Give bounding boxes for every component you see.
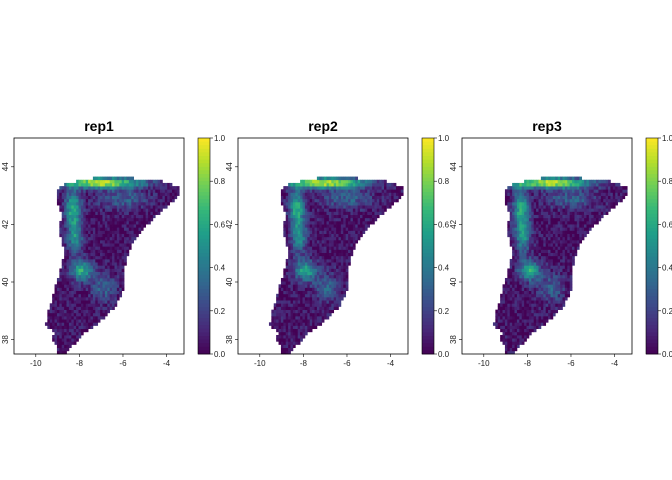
legend-tick-label: 0.6 (662, 220, 672, 229)
y-tick-label: 44 (225, 162, 234, 171)
panel-title: rep1 (84, 118, 114, 134)
x-tick-label: -6 (343, 359, 351, 368)
colorbar-legend: 0.0 0.2 0.4 0.6 0.8 1.0 (421, 134, 450, 359)
legend-tick-label: 0.8 (438, 177, 450, 186)
legend-tick-label: 0.2 (438, 307, 450, 316)
legend-tick-label: 0.8 (662, 177, 672, 186)
suitability-raster (268, 176, 404, 355)
map-panel-rep1: rep1 -10 -8 -6 -4 38 40 42 44 0.0 0.2 0.4 0.6 0.8 1.0 (1, 118, 226, 368)
x-tick-label: -8 (524, 359, 532, 368)
panel-frame (461, 137, 633, 355)
y-tick-label: 42 (449, 219, 458, 228)
y-tick-label: 38 (449, 335, 458, 344)
x-tick-label: -10 (478, 359, 490, 368)
y-tick-label: 40 (1, 277, 10, 286)
legend-tick-label: 1.0 (438, 134, 450, 143)
y-tick-label: 44 (449, 162, 458, 171)
x-tick-label: -8 (76, 359, 84, 368)
y-tick-label: 44 (1, 162, 10, 171)
map-panel-rep3: rep3 -10 -8 -6 -4 38 40 42 44 0.0 0.2 0.4 0.6 0.8 1.0 (449, 118, 672, 368)
x-tick-label: -8 (300, 359, 308, 368)
y-tick-label: 40 (225, 277, 234, 286)
colorbar-legend: 0.0 0.2 0.4 0.6 0.8 1.0 (197, 134, 226, 359)
panel-title: rep2 (308, 118, 338, 134)
legend-tick-label: 0.0 (438, 350, 450, 359)
y-tick-label: 42 (1, 219, 10, 228)
legend-tick-label: 0.0 (214, 350, 226, 359)
legend-tick-label: 0.8 (214, 177, 226, 186)
legend-tick-label: 0.2 (214, 307, 226, 316)
x-tick-label: -4 (611, 359, 619, 368)
x-tick-label: -4 (387, 359, 395, 368)
y-tick-label: 38 (1, 335, 10, 344)
y-tick-label: 42 (225, 219, 234, 228)
x-tick-label: -10 (254, 359, 266, 368)
legend-tick-label: 1.0 (662, 134, 672, 143)
suitability-raster (44, 176, 180, 355)
y-tick-label: 38 (225, 335, 234, 344)
legend-tick-label: 0.4 (438, 264, 450, 273)
legend-tick-label: 0.0 (662, 350, 672, 359)
x-tick-label: -10 (30, 359, 42, 368)
y-tick-label: 40 (449, 277, 458, 286)
legend-tick-label: 0.4 (662, 264, 672, 273)
x-tick-label: -6 (567, 359, 575, 368)
panel-title: rep3 (532, 118, 562, 134)
map-panel-rep2: rep2 -10 -8 -6 -4 38 40 42 44 0.0 0.2 0.4 0.6 0.8 1.0 (225, 118, 450, 368)
legend-tick-label: 0.4 (214, 264, 226, 273)
panel-frame (237, 137, 409, 355)
panel-frame (13, 137, 185, 355)
legend-tick-label: 0.6 (438, 220, 450, 229)
legend-tick-label: 0.6 (214, 220, 226, 229)
x-tick-label: -6 (119, 359, 127, 368)
legend-tick-label: 1.0 (214, 134, 226, 143)
legend-tick-label: 0.2 (662, 307, 672, 316)
suitability-raster (492, 176, 628, 355)
colorbar-legend: 0.0 0.2 0.4 0.6 0.8 1.0 (645, 134, 672, 359)
x-tick-label: -4 (163, 359, 171, 368)
